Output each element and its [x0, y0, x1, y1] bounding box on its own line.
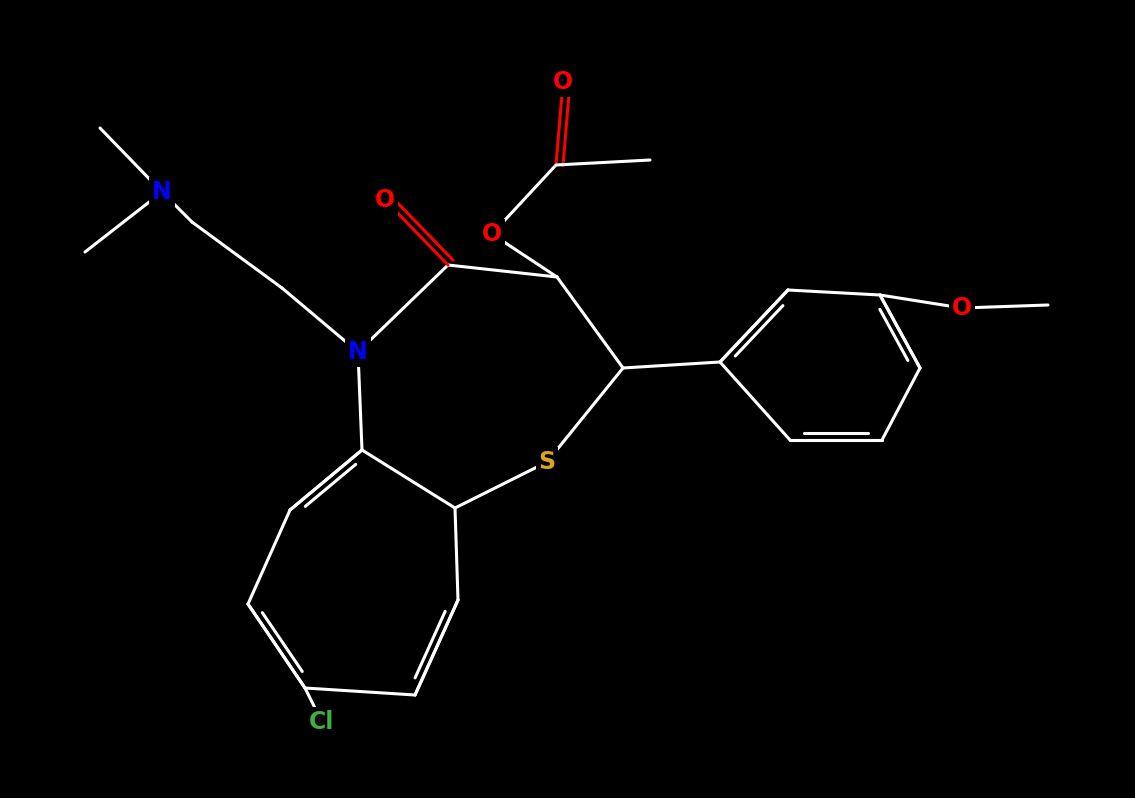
Text: N: N — [348, 340, 368, 364]
Text: O: O — [952, 296, 972, 320]
Text: O: O — [553, 70, 573, 94]
Text: Cl: Cl — [310, 710, 335, 734]
Text: N: N — [152, 180, 171, 204]
Text: O: O — [482, 222, 502, 246]
Text: O: O — [375, 188, 395, 212]
Text: S: S — [538, 450, 555, 474]
